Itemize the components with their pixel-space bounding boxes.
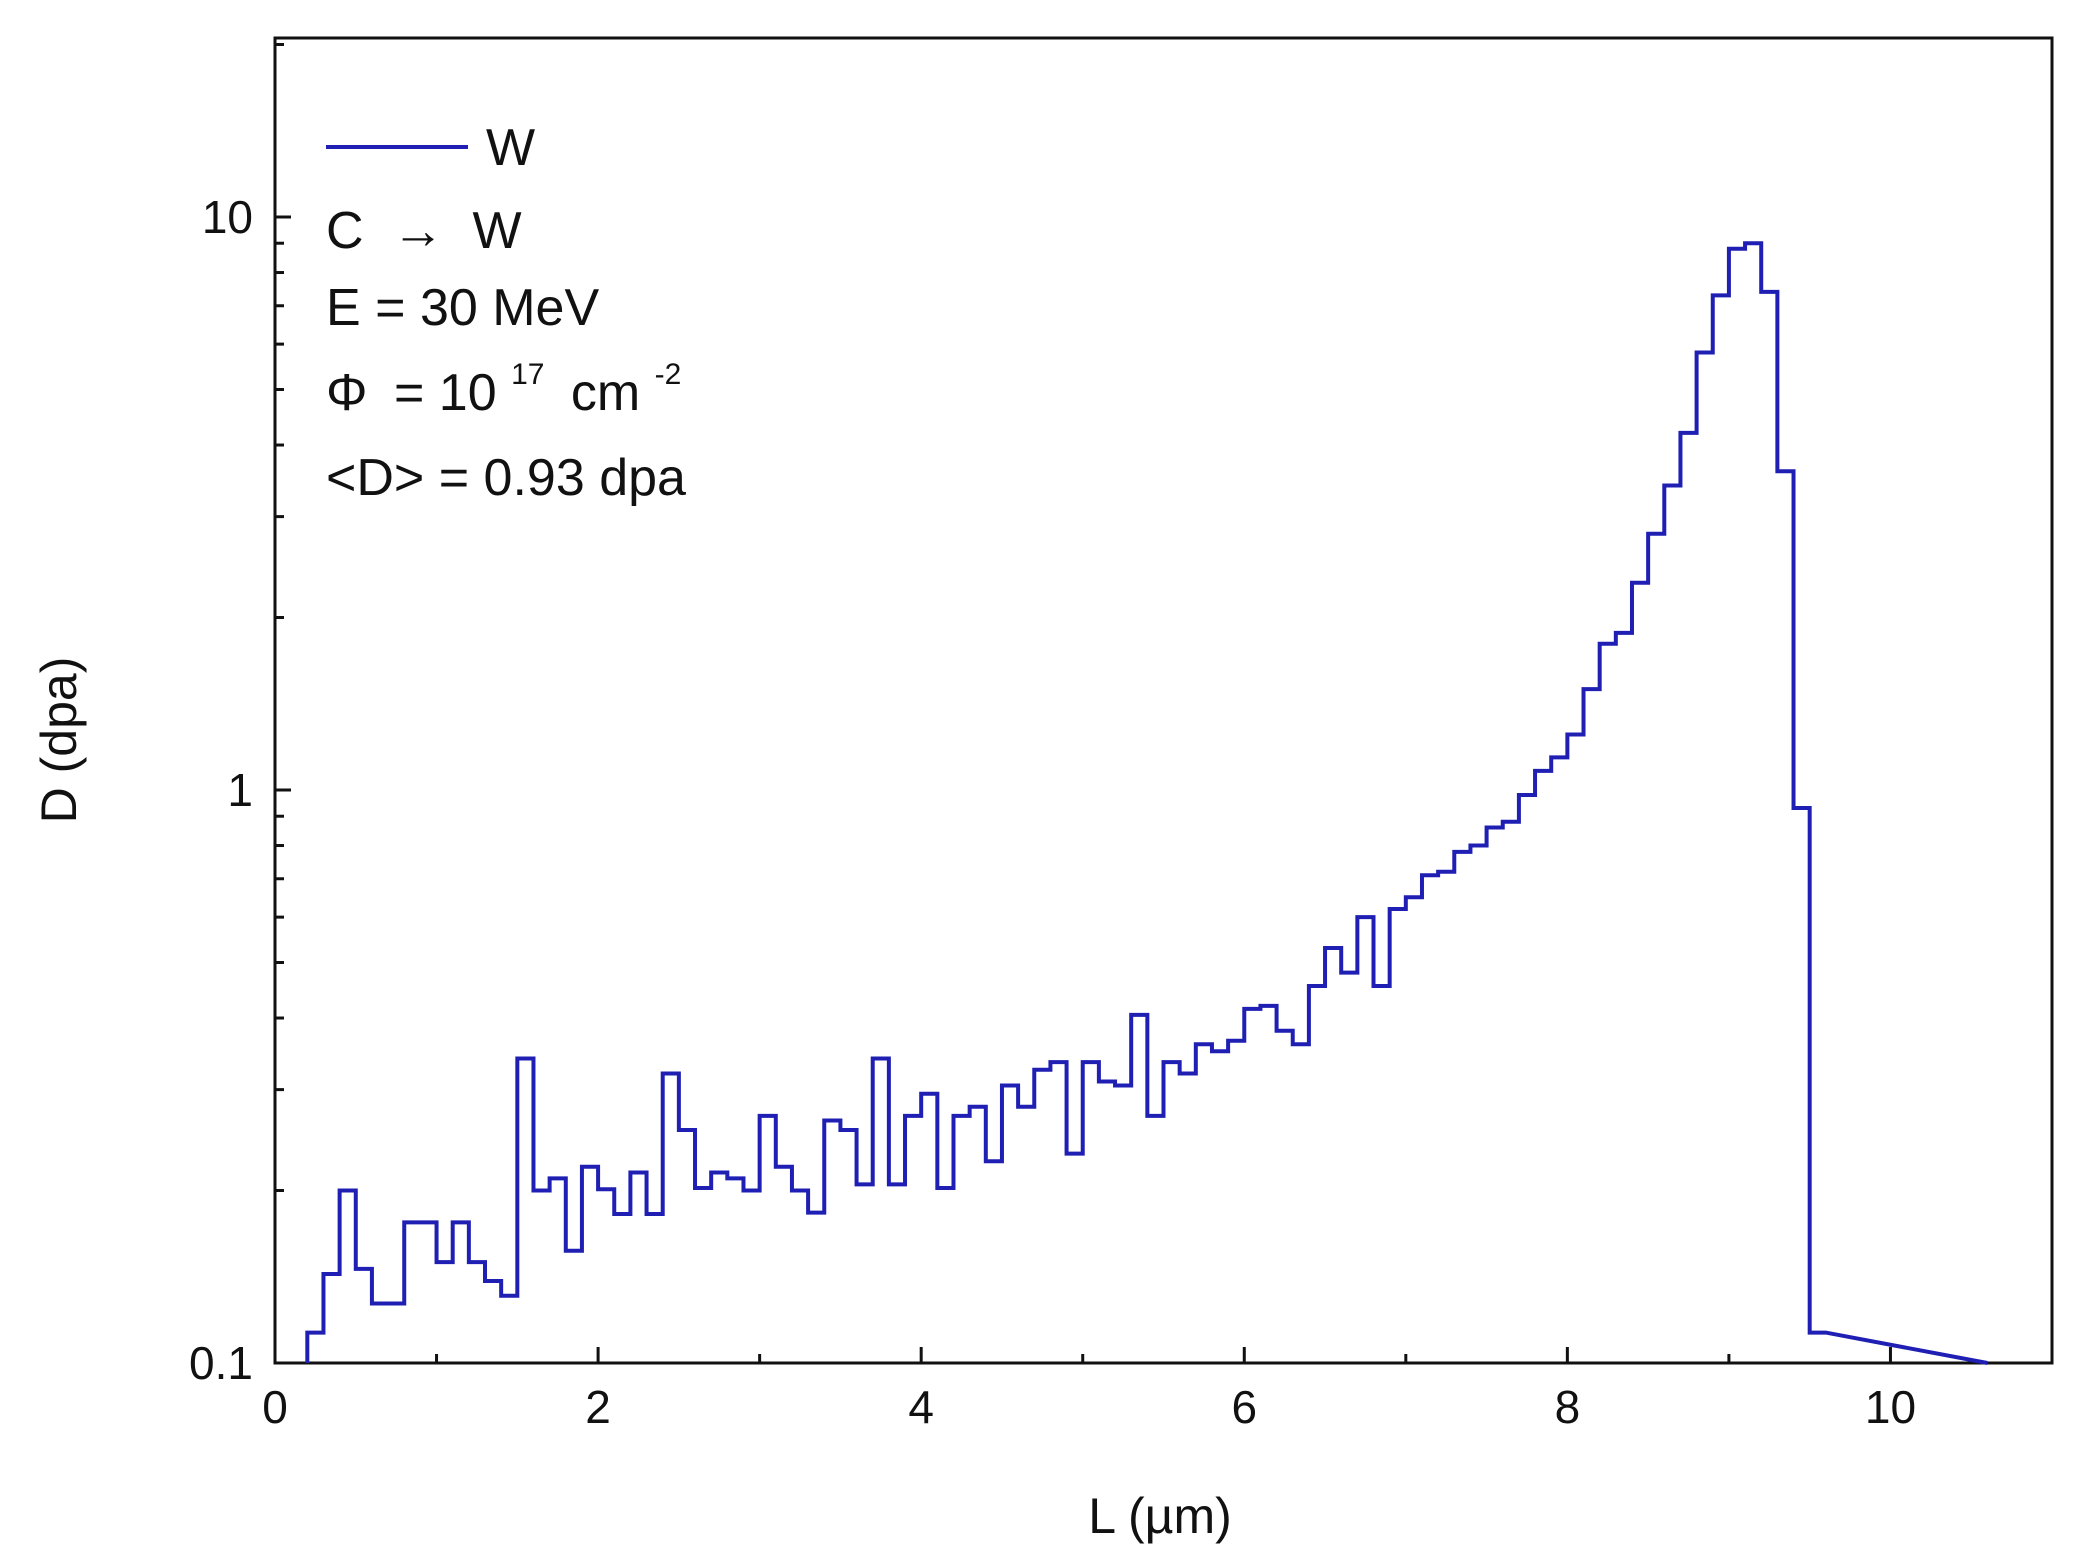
x-tick-label: 2 bbox=[585, 1381, 611, 1433]
y-axis-tick-labels: 0.1 1 10 bbox=[189, 191, 253, 1389]
reaction-arrow: → bbox=[392, 202, 444, 260]
x-tick-label: 10 bbox=[1865, 1381, 1916, 1433]
y-axis-ticks bbox=[275, 43, 291, 1365]
x-tick-label: 4 bbox=[908, 1381, 934, 1433]
x-axis-ticks bbox=[273, 1347, 2054, 1363]
reaction-label: C → W bbox=[326, 202, 522, 260]
x-tick-label: 0 bbox=[262, 1381, 288, 1433]
fluence-equals: = 10 bbox=[394, 364, 497, 422]
y-axis-title: D (dpa) bbox=[31, 657, 87, 824]
mean-dose-label: <D> = 0.93 dpa bbox=[326, 449, 686, 507]
series-line-w bbox=[305, 241, 1988, 1365]
x-tick-label: 6 bbox=[1231, 1381, 1257, 1433]
fluence-symbol: Φ bbox=[326, 364, 368, 422]
fluence-unit-exponent: -2 bbox=[655, 358, 682, 391]
reaction-projectile: C bbox=[326, 202, 364, 260]
y-tick-label: 10 bbox=[202, 191, 253, 243]
legend-label-w: W bbox=[486, 119, 535, 177]
y-tick-label: 0.1 bbox=[189, 1337, 253, 1389]
fluence-exponent: 17 bbox=[511, 358, 544, 391]
legend: W C → W E = 30 MeV Φ = 10 17 cm -2 <D> =… bbox=[326, 119, 686, 507]
x-axis-title: L (µm) bbox=[1088, 1488, 1232, 1544]
fluence-unit: cm bbox=[571, 364, 640, 422]
fluence-label: Φ = 10 17 cm -2 bbox=[326, 338, 681, 422]
y-tick-label: 1 bbox=[227, 764, 253, 816]
plot-frame bbox=[273, 36, 2054, 1365]
energy-label: E = 30 MeV bbox=[326, 279, 599, 337]
x-axis-tick-labels: 0 2 4 6 8 10 bbox=[262, 1381, 1916, 1433]
x-tick-label: 8 bbox=[1555, 1381, 1581, 1433]
reaction-target: W bbox=[472, 202, 521, 260]
